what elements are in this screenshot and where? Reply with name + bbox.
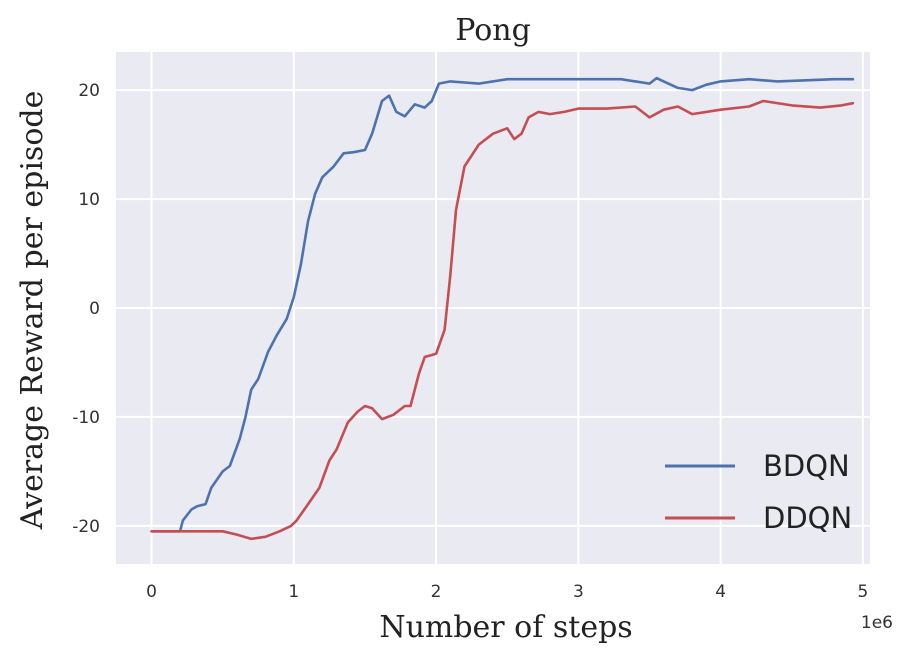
x-axis-label: Number of steps — [379, 610, 632, 645]
x-tick-label: 4 — [715, 582, 726, 602]
y-tick-label: -10 — [72, 408, 100, 428]
legend: BDQN DDQN — [665, 449, 852, 535]
y-axis-label: Average Reward per episode — [15, 91, 50, 531]
x-offset-label: 1e6 — [861, 613, 893, 633]
y-tick-label: 0 — [89, 299, 100, 319]
x-tick-label: 2 — [431, 582, 442, 602]
y-tick-labels: -20 -10 0 10 20 — [72, 81, 100, 537]
x-tick-labels: 0 1 2 3 4 5 — [146, 582, 868, 602]
series-line-ddqn — [150, 99, 855, 541]
x-tick-label: 3 — [573, 582, 584, 602]
y-tick-label: 20 — [78, 81, 100, 101]
x-tick-label: 5 — [857, 582, 868, 602]
legend-label-ddqn: DDQN — [763, 501, 852, 535]
y-tick-label: 10 — [78, 190, 100, 210]
legend-label-bdqn: BDQN — [763, 449, 850, 483]
series-line-bdqn — [150, 76, 855, 533]
x-tick-label: 0 — [146, 582, 157, 602]
chart-title: Pong — [455, 13, 531, 48]
grid-lines — [116, 52, 870, 564]
series-layer — [150, 76, 855, 541]
x-tick-label: 1 — [288, 582, 299, 602]
y-tick-label: -20 — [72, 517, 100, 537]
